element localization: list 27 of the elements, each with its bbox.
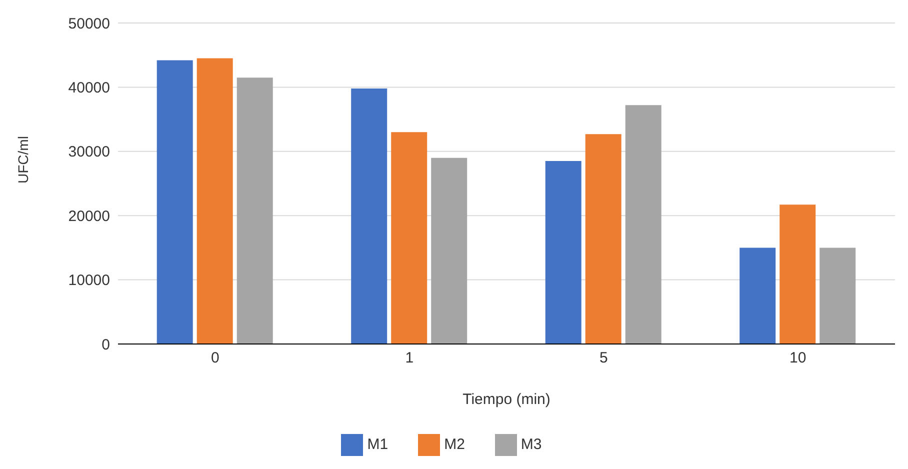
bar [740, 248, 776, 344]
bar [780, 204, 816, 344]
bar [351, 88, 388, 344]
bar [156, 60, 193, 344]
bar [545, 161, 582, 344]
bar [196, 58, 233, 344]
bar [431, 158, 468, 344]
x-tick-label: 5 [599, 350, 608, 367]
y-tick-label: 40000 [68, 80, 110, 97]
x-tick-label: 0 [210, 350, 220, 367]
x-tick-label: 10 [790, 350, 806, 367]
x-axis-title: Tiempo (min) [462, 391, 550, 408]
bar [625, 105, 662, 344]
y-tick-label: 0 [102, 336, 110, 354]
y-tick-label: 50000 [68, 15, 110, 32]
y-tick-label: 30000 [68, 144, 110, 161]
bar [585, 134, 622, 344]
legend-label: M2 [444, 436, 465, 453]
y-tick-label: 20000 [68, 208, 110, 225]
y-axis-title: UFC/ml [14, 136, 31, 184]
y-tick-label: 10000 [68, 272, 110, 290]
bar [820, 248, 856, 344]
legend-label: M1 [367, 436, 388, 453]
bar [236, 78, 273, 344]
bar [391, 132, 428, 344]
legend-label: M3 [520, 436, 542, 453]
x-tick-label: 1 [405, 350, 414, 367]
